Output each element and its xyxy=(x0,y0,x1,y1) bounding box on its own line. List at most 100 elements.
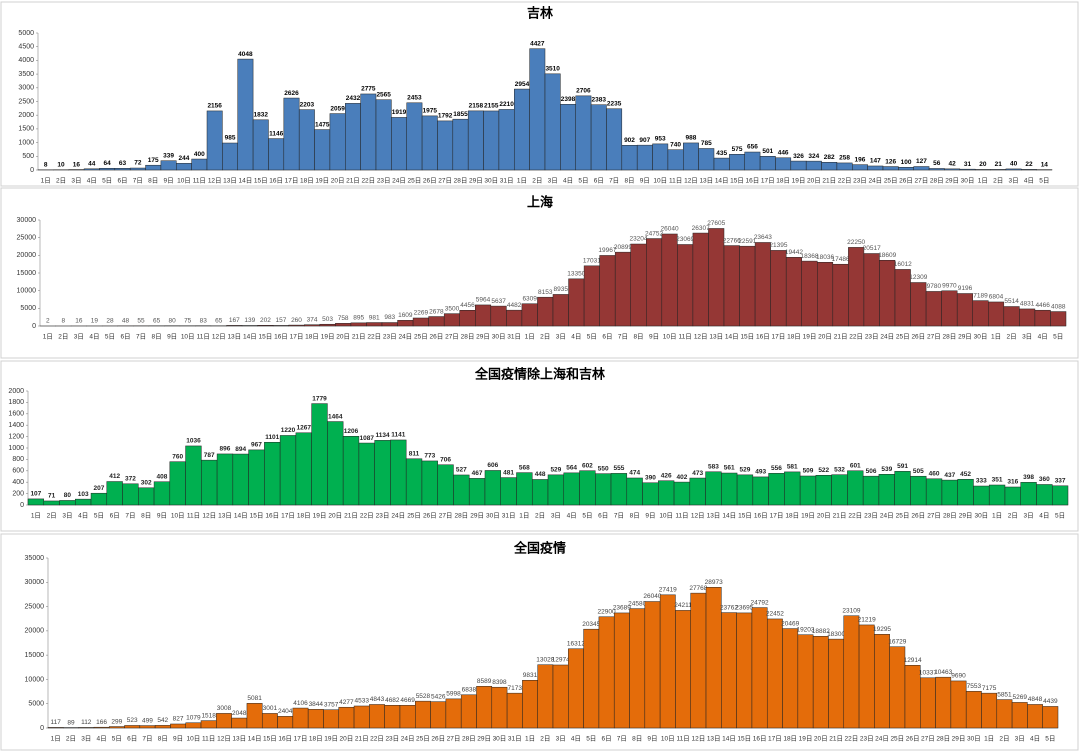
y-tick-label: 4500 xyxy=(18,44,34,51)
value-label: 8153 xyxy=(538,289,553,296)
y-tick-label: 1000 xyxy=(8,445,24,452)
value-label: 4831 xyxy=(1020,301,1035,308)
bar xyxy=(295,432,312,506)
value-label: 23689 xyxy=(613,605,631,612)
bar xyxy=(216,453,234,506)
x-tick-label: 3日 xyxy=(74,333,84,341)
x-tick-label: 4日 xyxy=(87,177,97,185)
bar xyxy=(375,99,392,171)
bar xyxy=(988,301,1005,327)
x-tick-label: 28日 xyxy=(930,177,944,185)
value-label: 656 xyxy=(747,144,758,151)
value-label: 167 xyxy=(229,317,240,324)
x-tick-label: 31日 xyxy=(502,512,516,520)
bar xyxy=(736,612,753,729)
value-label: 2404 xyxy=(278,708,293,715)
bar xyxy=(490,305,507,327)
bar xyxy=(264,441,281,506)
bar xyxy=(862,475,880,506)
y-tick-label: 3500 xyxy=(18,71,34,78)
bar xyxy=(292,707,309,729)
value-label: 2155 xyxy=(484,103,499,110)
value-label: 4843 xyxy=(370,696,385,703)
bar xyxy=(1003,306,1020,327)
value-label: 23762 xyxy=(720,604,738,611)
x-tick-label: 7日 xyxy=(125,512,135,520)
value-label: 20899 xyxy=(614,244,632,251)
x-tick-label: 23日 xyxy=(860,735,874,743)
bar xyxy=(925,291,942,327)
x-tick-label: 3日 xyxy=(556,333,566,341)
value-label: 26040 xyxy=(661,226,679,233)
bar xyxy=(751,607,768,729)
x-tick-label: 5日 xyxy=(112,735,122,743)
x-tick-label: 29日 xyxy=(470,512,484,520)
x-tick-label: 24日 xyxy=(391,512,405,520)
bar xyxy=(944,168,961,171)
value-label: 2432 xyxy=(346,95,361,102)
y-tick-label: 5000 xyxy=(18,30,34,37)
x-tick-label: 24日 xyxy=(401,735,415,743)
x-tick-label: 21日 xyxy=(346,177,360,185)
bar xyxy=(311,403,328,506)
value-label: 24211 xyxy=(674,602,692,609)
bar xyxy=(661,233,678,327)
y-tick-label: 1800 xyxy=(8,399,24,406)
x-tick-label: 21日 xyxy=(355,735,369,743)
bar xyxy=(974,169,991,171)
x-tick-label: 15日 xyxy=(730,177,744,185)
bar xyxy=(805,160,822,171)
value-label: 9780 xyxy=(927,283,942,290)
value-label: 17031 xyxy=(583,258,601,265)
value-label: 506 xyxy=(866,468,877,475)
chart-title: 全国疫情除上海和吉林 xyxy=(474,367,605,383)
bar xyxy=(1004,486,1021,506)
x-tick-label: 29日 xyxy=(476,333,490,341)
value-label: 1134 xyxy=(375,432,389,439)
bar xyxy=(775,157,792,171)
bar xyxy=(590,104,607,171)
value-label: 3500 xyxy=(445,305,460,312)
bar xyxy=(560,104,576,171)
bar xyxy=(201,459,218,506)
x-tick-label: 10日 xyxy=(653,177,667,185)
x-tick-label: 25日 xyxy=(884,177,898,185)
x-tick-label: 31日 xyxy=(508,735,522,743)
x-tick-label: 27日 xyxy=(915,177,929,185)
bar xyxy=(460,694,477,729)
x-tick-label: 5日 xyxy=(94,512,104,520)
x-tick-label: 6日 xyxy=(598,512,608,520)
y-tick-label: 15000 xyxy=(17,270,37,277)
value-label: 48 xyxy=(122,318,130,325)
value-label: 981 xyxy=(369,314,380,321)
value-label: 63 xyxy=(119,160,127,167)
x-tick-label: 20日 xyxy=(817,512,831,520)
bar xyxy=(437,464,454,506)
bar xyxy=(754,242,771,327)
x-tick-label: 12日 xyxy=(202,512,216,520)
x-tick-label: 9日 xyxy=(649,333,659,341)
x-tick-label: 26日 xyxy=(423,512,437,520)
bar xyxy=(129,167,146,171)
value-label: 2678 xyxy=(429,308,444,315)
value-label: 561 xyxy=(724,465,735,472)
x-tick-label: 11日 xyxy=(187,512,200,520)
bar xyxy=(75,498,92,506)
bar xyxy=(941,290,958,327)
x-tick-label: 2日 xyxy=(535,512,545,520)
bar xyxy=(430,701,447,729)
value-label: 426 xyxy=(661,472,672,479)
bar xyxy=(858,624,875,729)
bar xyxy=(910,475,927,506)
bar xyxy=(529,48,546,171)
x-tick-label: 18日 xyxy=(776,177,790,185)
x-tick-label: 16日 xyxy=(753,735,767,743)
x-tick-label: 15日 xyxy=(263,735,277,743)
value-label: 606 xyxy=(487,462,498,469)
x-tick-label: 12日 xyxy=(217,735,231,743)
x-tick-label: 10日 xyxy=(661,735,675,743)
value-label: 529 xyxy=(740,467,751,474)
value-label: 740 xyxy=(670,141,681,148)
bar xyxy=(522,679,538,729)
value-label: 299 xyxy=(111,718,122,725)
